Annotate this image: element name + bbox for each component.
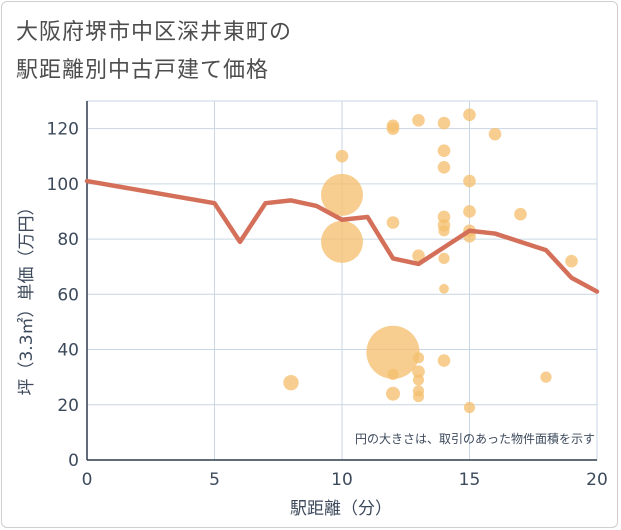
y-tick-label: 20 (57, 396, 79, 416)
x-tick-label: 5 (209, 470, 220, 490)
bubble-point (412, 249, 425, 262)
bubble-point (438, 252, 450, 265)
bubble-point (387, 368, 399, 380)
bubble-point (463, 108, 476, 122)
y-tick-label: 120 (47, 120, 79, 140)
bubble-point (437, 144, 451, 158)
bubble-point (514, 207, 527, 221)
line-layer (84, 178, 600, 294)
y-tick-label: 60 (57, 285, 79, 305)
y-tick-label: 40 (57, 341, 79, 361)
bubble-point (386, 386, 400, 401)
bubble-point (439, 283, 449, 294)
bubble-point (366, 325, 420, 379)
x-axis-label: 駅距離（分） (290, 499, 392, 519)
x-tick-label: 10 (331, 470, 353, 490)
bubble-layer (283, 108, 578, 414)
bubble-point (437, 116, 451, 130)
chart-title-line2: 駅距離別中古戸建て価格 (16, 58, 270, 83)
bubble-point (488, 127, 502, 141)
bubble-point (412, 352, 425, 364)
bubble-point (335, 149, 349, 163)
tick-labels: 0 5 10 15 20 0 20 40 60 80 100 120 (47, 120, 608, 490)
bubble-point (540, 371, 552, 383)
bubble-point (438, 225, 450, 237)
bubble-point (463, 401, 476, 414)
bubble-point (412, 390, 425, 403)
y-axis-label: 坪（3.3㎡）単価（万円） (17, 198, 37, 395)
bubble-point (283, 374, 299, 391)
x-tick-label: 20 (586, 470, 608, 490)
bubble-point (565, 254, 578, 268)
bubble-point (437, 354, 451, 367)
bubble-point (463, 205, 476, 218)
chart-title-line1: 大阪府堺市中区深井東町の (16, 20, 293, 45)
average-price-line (84, 178, 600, 294)
x-tick-label: 0 (82, 470, 93, 490)
bubble-point (386, 122, 400, 135)
y-tick-label: 80 (57, 230, 79, 250)
bubble-point (321, 173, 363, 216)
bubble-point (386, 216, 400, 229)
bubble-point (321, 220, 363, 263)
x-tick-label: 15 (459, 470, 481, 490)
y-tick-label: 100 (47, 175, 79, 195)
bubble-point (412, 365, 425, 378)
bubble-point (412, 374, 425, 386)
bubble-point (437, 160, 451, 174)
bubble-size-note: 円の大きさは、取引のあった物件面積を示す (355, 431, 595, 446)
bubble-point (412, 114, 425, 127)
y-tick-label: 0 (68, 451, 79, 471)
bubble-point (463, 174, 476, 188)
